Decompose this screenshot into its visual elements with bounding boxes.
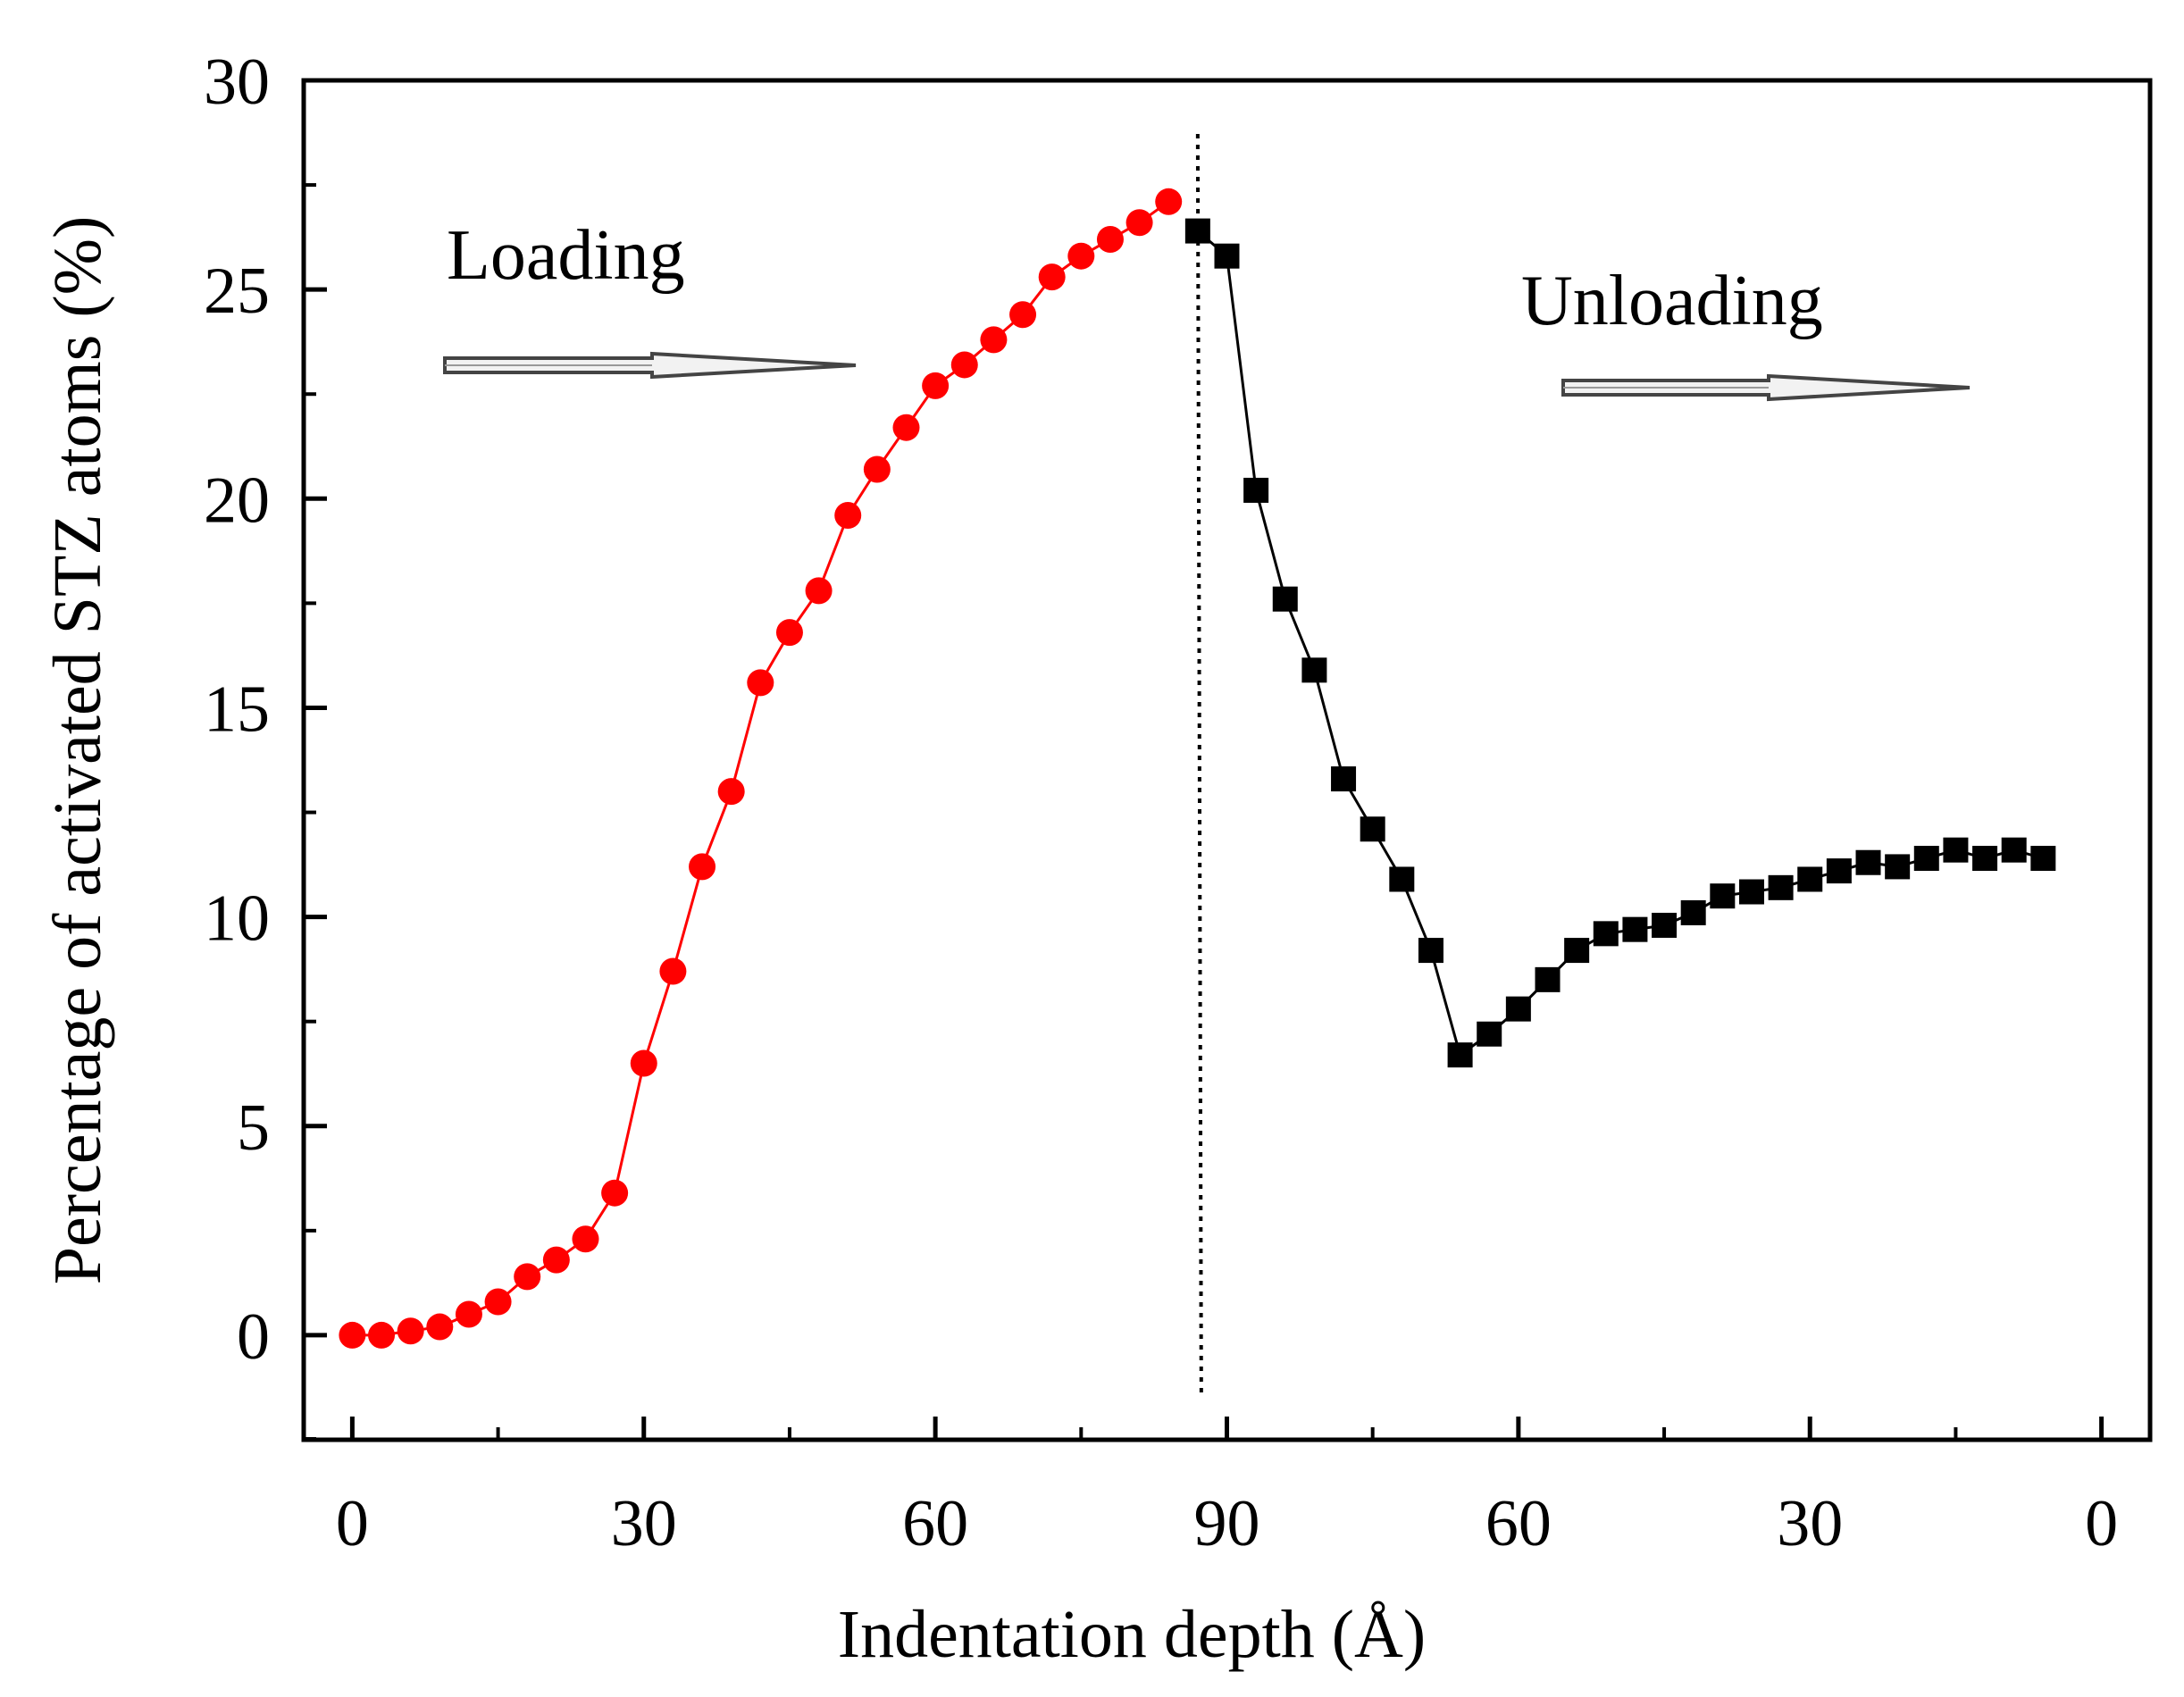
- y-tick-label: 5: [237, 1091, 270, 1165]
- unloading-point: [1360, 816, 1385, 842]
- annotation-unloading: Unloading: [1521, 262, 1823, 340]
- unloading-point: [1301, 657, 1327, 683]
- loading-point: [455, 1300, 482, 1328]
- series-loading: [339, 188, 1183, 1349]
- unloading-point: [1184, 218, 1210, 244]
- unloading-point: [1272, 586, 1298, 612]
- loading-point: [542, 1246, 570, 1274]
- loading-point: [601, 1179, 629, 1207]
- loading-point: [426, 1313, 454, 1341]
- loading-point: [1096, 225, 1124, 253]
- loading-point: [805, 577, 833, 605]
- unloading-point: [1593, 921, 1619, 947]
- y-tick-label: 10: [204, 882, 270, 956]
- loading-point: [368, 1321, 396, 1349]
- x-axis-label: Indentation depth (Å): [838, 1597, 1426, 1672]
- loading-point: [980, 326, 1008, 354]
- loading-point: [659, 957, 687, 985]
- unloading-point: [1943, 837, 1969, 863]
- x-tick-label: 30: [1777, 1487, 1843, 1560]
- x-tick-label: 60: [902, 1487, 968, 1560]
- unloading-point: [1535, 966, 1561, 992]
- series-layer: [339, 188, 2056, 1349]
- unloading-point: [1826, 858, 1852, 884]
- unloading-point: [1418, 938, 1443, 964]
- unloading-point: [1710, 883, 1736, 909]
- loading-point: [1155, 188, 1183, 215]
- axes: 0 5 10 15 20 25 30 0 30 60 90 60 30 0: [204, 46, 2153, 1560]
- loading-point: [1125, 209, 1153, 237]
- y-tick-label: 25: [204, 255, 270, 328]
- unloading-point: [1797, 866, 1823, 892]
- loading-point: [747, 669, 774, 697]
- transition-dotted-line: [1195, 133, 1203, 1399]
- unloading-point: [1214, 243, 1240, 269]
- loading-point: [892, 414, 920, 441]
- unloading-point: [2001, 837, 2027, 863]
- loading-point: [1009, 301, 1037, 329]
- unloading-point: [1855, 849, 1881, 875]
- loading-point: [572, 1225, 599, 1253]
- unloading-point: [1768, 874, 1794, 900]
- loading-point: [689, 853, 716, 881]
- unloading-point: [1622, 916, 1648, 942]
- x-tick-label: 90: [1194, 1487, 1260, 1560]
- loading-point: [863, 456, 891, 483]
- unloading-point: [1331, 766, 1357, 792]
- loading-point: [834, 502, 862, 530]
- unloading-point: [1477, 1021, 1502, 1047]
- unloading-point: [1389, 866, 1415, 892]
- annotation-loading: Loading: [447, 216, 685, 295]
- loading-point: [1067, 242, 1095, 270]
- unloading-line: [1196, 230, 2044, 1057]
- loading-point: [397, 1317, 424, 1345]
- unloading-arrow: [1561, 373, 1971, 402]
- y-axis-label: Percentage of activated STZ atoms (%): [40, 216, 115, 1285]
- y-tick-label: 15: [204, 673, 270, 746]
- loading-point: [922, 372, 950, 399]
- unloading-point: [1972, 846, 1998, 872]
- y-tick-label: 20: [204, 464, 270, 537]
- series-unloading: [1184, 218, 2056, 1068]
- y-tick-label: 0: [237, 1300, 270, 1374]
- unloading-point: [1652, 912, 1678, 938]
- loading-point: [514, 1263, 541, 1291]
- x-tick-label: 60: [1485, 1487, 1552, 1560]
- loading-point: [1038, 263, 1066, 291]
- unloading-point: [1505, 996, 1531, 1022]
- unloading-point: [1680, 899, 1706, 925]
- x-tick-label: 30: [611, 1487, 677, 1560]
- x-tick-label: 0: [2085, 1487, 2118, 1560]
- loading-point: [484, 1288, 512, 1316]
- loading-point: [630, 1049, 657, 1077]
- unloading-point: [1564, 938, 1590, 964]
- loading-point: [339, 1321, 366, 1349]
- x-tick-label: 0: [336, 1487, 369, 1560]
- unloading-point: [2030, 846, 2056, 872]
- unloading-point: [1885, 854, 1911, 880]
- unloading-point: [1243, 477, 1269, 503]
- loading-point: [775, 619, 803, 647]
- unloading-point: [1447, 1042, 1473, 1068]
- loading-point: [950, 351, 978, 379]
- y-tick-label: 30: [204, 46, 270, 119]
- unloading-point: [1738, 879, 1764, 905]
- loading-arrow: [443, 351, 857, 380]
- loading-point: [717, 778, 745, 806]
- unloading-point: [1913, 846, 1939, 872]
